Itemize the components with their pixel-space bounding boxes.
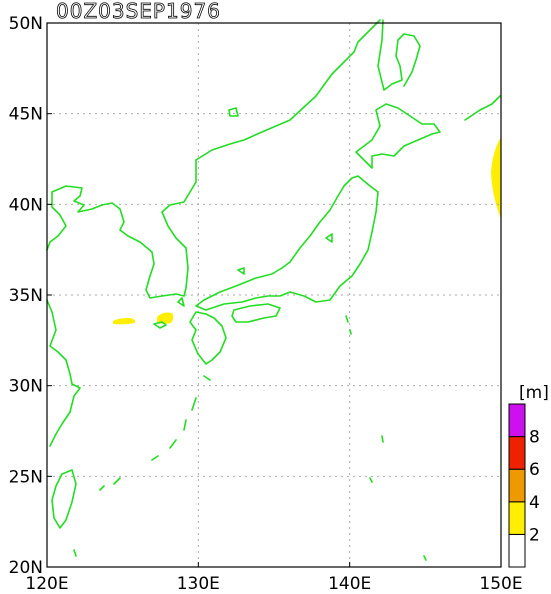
x-tick-label: 130E (177, 574, 220, 594)
wave-patch-korea-strait-west (113, 318, 136, 325)
coast-sakhalin (377, 19, 421, 91)
x-tick-label: 120E (25, 574, 68, 594)
coast-kamchatka (464, 95, 501, 121)
coastlines (46, 19, 501, 561)
x-tick-label: 140E (328, 574, 371, 594)
coast-oki (237, 267, 245, 275)
colorbar-swatch (508, 436, 526, 470)
coast-tsushima (177, 297, 185, 307)
coast-jeju (153, 321, 167, 329)
coast-mainland (46, 19, 381, 299)
colorbar: [m] 2 4 6 8 (508, 383, 549, 568)
colorbar-label: 6 (529, 460, 540, 480)
map-title: 00Z03SEP1976 (56, 0, 221, 23)
y-tick-label: 30N (9, 377, 43, 397)
coast-taiwan (51, 469, 77, 529)
coast-izu (345, 315, 352, 335)
coast-kyushu (189, 311, 227, 365)
colorbar-label: 8 (529, 428, 540, 448)
y-axis-ticks: 20N 25N 30N 35N 40N 45N 50N (9, 14, 52, 578)
coast-china-south (46, 299, 81, 447)
wave-height-shading (113, 137, 501, 325)
colorbar-label: 4 (529, 493, 540, 513)
colorbar-swatch (508, 533, 526, 568)
y-tick-label: 40N (9, 195, 43, 215)
wave-patch-korea-strait-east (157, 312, 174, 324)
coast-ryukyu (99, 375, 211, 491)
graticule (47, 23, 501, 567)
y-tick-label: 25N (9, 467, 43, 487)
colorbar-swatch (508, 501, 526, 535)
coast-sado (325, 233, 333, 243)
y-tick-label: 50N (9, 14, 43, 34)
coast-hokkaido (355, 103, 441, 169)
y-tick-label: 45N (9, 105, 43, 125)
colorbar-label: 2 (529, 525, 540, 545)
y-tick-label: 20N (9, 558, 43, 578)
coast-bonin (73, 435, 427, 561)
coast-honshu (195, 175, 379, 311)
y-tick-label: 35N (9, 286, 43, 306)
coast-ulleung (228, 107, 239, 117)
colorbar-unit: [m] (519, 383, 549, 403)
coast-shikoku (231, 303, 281, 323)
colorbar-swatch (508, 468, 526, 503)
x-tick-label: 150E (479, 574, 522, 594)
colorbar-swatch (508, 403, 526, 438)
wave-patch-east (491, 137, 501, 219)
x-axis-ticks: 120E 130E 140E 150E (25, 562, 523, 594)
